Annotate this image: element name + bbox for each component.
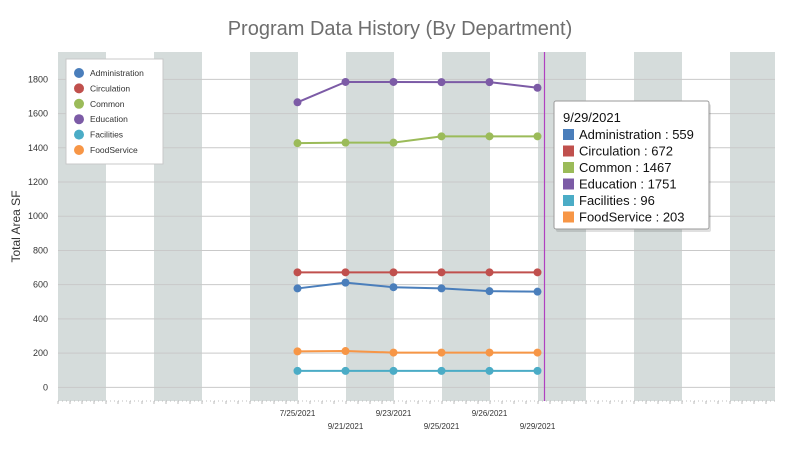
data-point[interactable]	[485, 366, 494, 375]
data-point[interactable]	[389, 366, 398, 375]
legend-marker	[74, 129, 84, 140]
tooltip-swatch	[563, 195, 574, 206]
y-tick-label: 600	[33, 280, 48, 290]
data-point[interactable]	[533, 366, 542, 375]
y-tick-label: 800	[33, 245, 48, 255]
data-point[interactable]	[293, 284, 302, 293]
x-tick-label: 9/26/2021	[472, 409, 508, 418]
y-tick-label: 1200	[28, 177, 48, 187]
tooltip-swatch	[563, 145, 574, 157]
data-point[interactable]	[485, 78, 494, 87]
data-point[interactable]	[437, 268, 446, 277]
y-tick-label: 400	[33, 314, 48, 324]
data-point[interactable]	[533, 132, 542, 141]
data-point[interactable]	[437, 284, 446, 293]
legend-label: Education	[90, 114, 128, 124]
legend-marker	[74, 145, 84, 155]
y-axis-label: Total Area SF	[9, 190, 23, 262]
tooltip-date: 9/29/2021	[563, 110, 621, 125]
data-point[interactable]	[341, 77, 350, 86]
legend-label: FoodService	[90, 145, 138, 155]
legend-marker	[74, 68, 84, 78]
x-tick-label: 9/21/2021	[328, 422, 364, 431]
y-tick-label: 1400	[28, 143, 48, 153]
tooltip-row: Common : 1467	[579, 160, 672, 175]
tooltip-row: Administration : 559	[579, 127, 694, 142]
legend-marker	[74, 114, 84, 125]
tooltip-swatch	[563, 129, 574, 140]
data-point[interactable]	[533, 348, 542, 357]
data-point[interactable]	[485, 348, 494, 357]
data-point[interactable]	[437, 78, 446, 87]
background-band	[730, 52, 775, 401]
data-point[interactable]	[293, 347, 302, 356]
data-point[interactable]	[533, 268, 542, 277]
data-point[interactable]	[341, 268, 350, 277]
data-point[interactable]	[293, 366, 302, 375]
x-tick-label: 9/29/2021	[520, 422, 556, 431]
data-point[interactable]	[437, 348, 446, 357]
x-tick-label: 9/23/2021	[376, 409, 412, 418]
data-point[interactable]	[533, 287, 542, 296]
legend-marker	[74, 98, 84, 109]
data-point[interactable]	[293, 98, 302, 107]
series-line[interactable]	[297, 281, 538, 293]
x-tick-label: 7/25/2021	[280, 409, 316, 418]
tooltip-swatch	[563, 211, 574, 223]
series-line[interactable]	[297, 80, 538, 104]
data-point[interactable]	[437, 132, 446, 141]
background-band	[346, 52, 394, 401]
background-band	[442, 52, 490, 401]
x-tick-label: 9/25/2021	[424, 422, 460, 431]
tooltip-row: Education : 1751	[579, 177, 677, 192]
series-line[interactable]	[297, 135, 538, 145]
legend-label: Circulation	[90, 83, 130, 93]
tooltip-row: Circulation : 672	[579, 144, 673, 159]
y-tick-label: 200	[33, 348, 48, 358]
data-point[interactable]	[389, 348, 398, 357]
legend-label: Facilities	[90, 130, 123, 140]
data-point[interactable]	[341, 278, 350, 287]
y-tick-label: 0	[43, 382, 48, 392]
data-point[interactable]	[485, 268, 494, 277]
data-point[interactable]	[389, 268, 398, 277]
legend-marker	[74, 83, 84, 94]
data-point[interactable]	[293, 268, 302, 277]
data-point[interactable]	[485, 287, 494, 296]
data-point[interactable]	[341, 347, 350, 356]
background-band	[250, 52, 298, 401]
y-tick-label: 1600	[28, 109, 48, 119]
tooltip-box	[553, 100, 710, 230]
legend-label: Common	[90, 99, 125, 109]
data-point[interactable]	[389, 77, 398, 86]
y-tick-label: 1000	[28, 211, 48, 221]
series-line[interactable]	[297, 350, 538, 354]
data-point[interactable]	[293, 139, 302, 148]
tooltip-row: FoodService : 203	[579, 210, 685, 225]
tooltip-swatch	[563, 162, 574, 173]
tooltip-swatch	[563, 178, 574, 190]
y-tick-label: 1800	[28, 74, 48, 84]
data-point[interactable]	[437, 366, 446, 375]
chart-title: Program Data History (By Department)	[227, 18, 573, 40]
data-point[interactable]	[389, 283, 398, 292]
data-point[interactable]	[341, 138, 350, 147]
data-point[interactable]	[533, 83, 542, 92]
data-point[interactable]	[485, 132, 494, 141]
data-point[interactable]	[389, 138, 398, 147]
data-point[interactable]	[341, 366, 350, 375]
tooltip-row: Facilities : 96	[579, 193, 655, 208]
legend-label: Administration	[90, 68, 144, 78]
